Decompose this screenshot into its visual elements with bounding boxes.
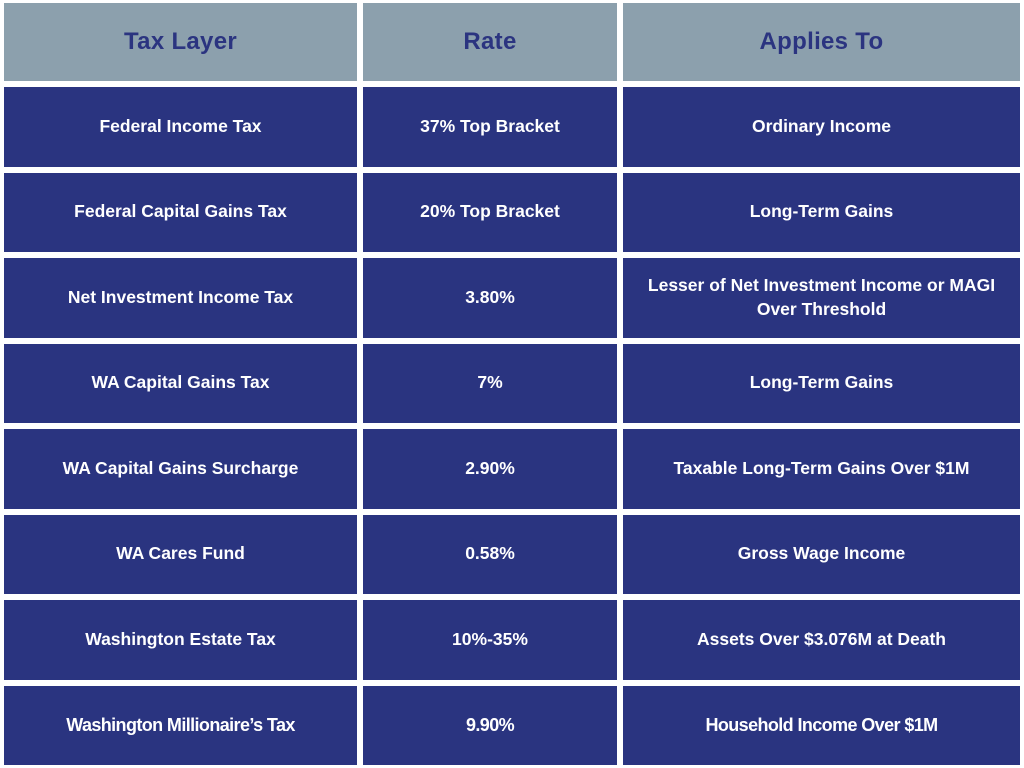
cell-applies-to: Long-Term Gains <box>623 172 1020 252</box>
cell-rate: 0.58% <box>363 514 617 594</box>
cell-tax-layer: WA Cares Fund <box>4 514 357 594</box>
cell-tax-layer: Net Investment Income Tax <box>4 258 357 338</box>
cell-rate: 9.90% <box>363 685 617 765</box>
cell-rate: 10%-35% <box>363 600 617 680</box>
cell-applies-to: Ordinary Income <box>623 87 1020 167</box>
cell-rate: 7% <box>363 343 617 423</box>
cell-applies-to: Household Income Over $1M <box>623 685 1020 765</box>
cell-applies-to: Assets Over $3.076M at Death <box>623 600 1020 680</box>
cell-tax-layer: Washington Millionaire’s Tax <box>4 685 357 765</box>
cell-rate: 2.90% <box>363 429 617 509</box>
column-header-rate: Rate <box>363 3 617 81</box>
cell-tax-layer: WA Capital Gains Surcharge <box>4 429 357 509</box>
column-header-tax-layer: Tax Layer <box>4 3 357 81</box>
cell-tax-layer: WA Capital Gains Tax <box>4 343 357 423</box>
cell-rate: 37% Top Bracket <box>363 87 617 167</box>
cell-rate: 3.80% <box>363 258 617 338</box>
cell-tax-layer: Federal Capital Gains Tax <box>4 172 357 252</box>
cell-tax-layer: Federal Income Tax <box>4 87 357 167</box>
cell-applies-to: Lesser of Net Investment Income or MAGI … <box>623 258 1020 338</box>
column-header-applies-to: Applies To <box>623 3 1020 81</box>
cell-rate: 20% Top Bracket <box>363 172 617 252</box>
cell-tax-layer: Washington Estate Tax <box>4 600 357 680</box>
cell-applies-to: Taxable Long-Term Gains Over $1M <box>623 429 1020 509</box>
cell-applies-to: Long-Term Gains <box>623 343 1020 423</box>
cell-applies-to: Gross Wage Income <box>623 514 1020 594</box>
